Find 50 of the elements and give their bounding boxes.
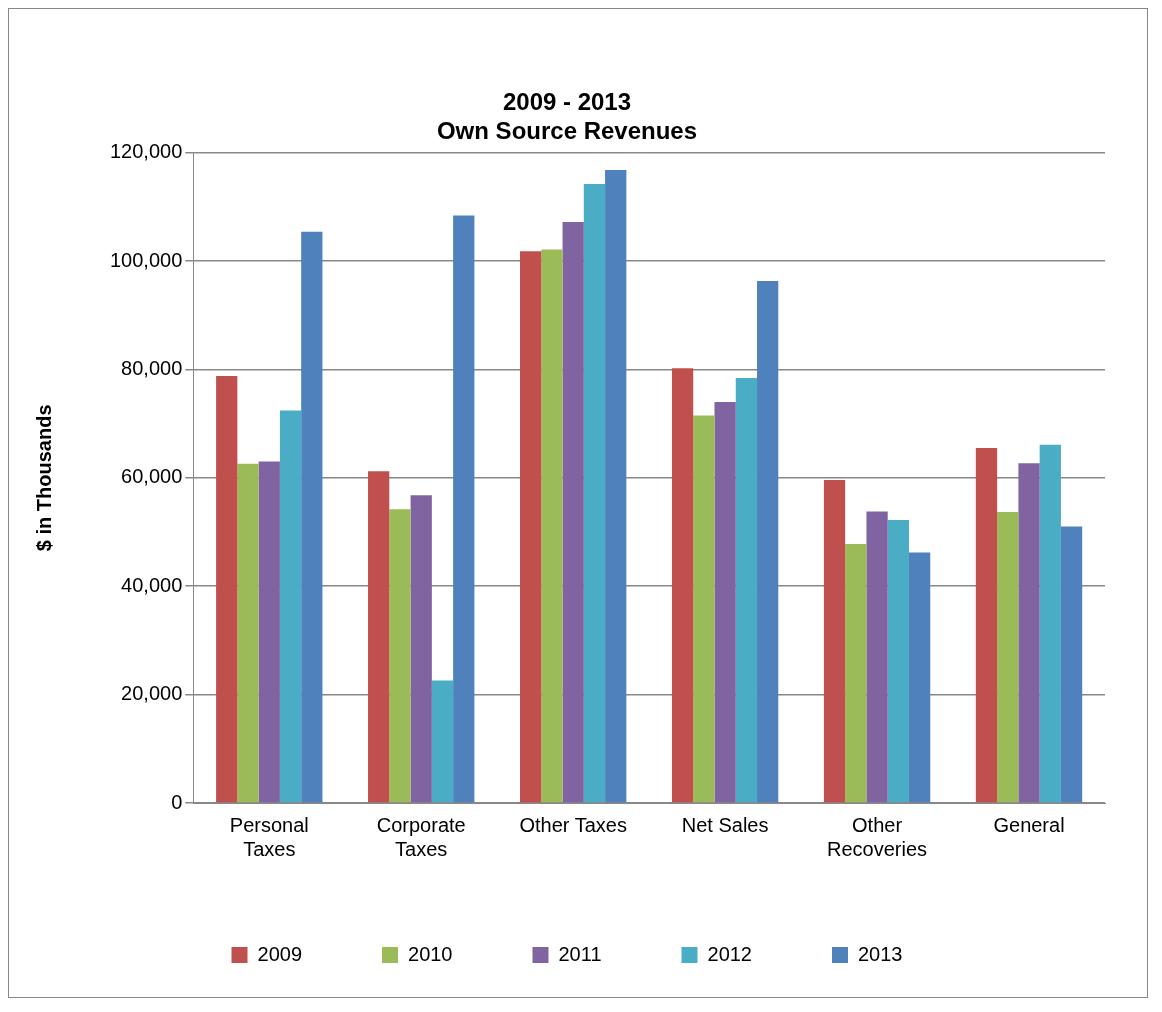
bar	[671, 368, 694, 803]
y-tick-label: 0	[171, 790, 183, 813]
bar	[519, 251, 542, 803]
bar	[389, 509, 411, 803]
bar	[258, 461, 280, 803]
bar	[279, 410, 302, 803]
bar	[583, 184, 606, 803]
bar	[887, 520, 909, 803]
bar	[237, 463, 259, 803]
bar	[845, 543, 867, 803]
y-tick-label: 60,000	[121, 465, 183, 488]
bar	[997, 511, 1019, 803]
bar	[823, 479, 846, 803]
bar	[1018, 463, 1040, 803]
legend-label: 2011	[558, 942, 602, 965]
y-tick-label: 20,000	[121, 682, 183, 705]
bar	[908, 552, 931, 803]
legend-label: 2012	[707, 942, 752, 965]
bar	[301, 231, 323, 803]
x-tick-label: Personal Taxes	[229, 813, 309, 860]
bar	[410, 495, 432, 803]
x-tick-label: General	[993, 813, 1065, 836]
bar	[975, 447, 998, 803]
chart-title: 2009 - 2013 Own Source Revenues	[436, 88, 698, 144]
bar	[541, 249, 563, 803]
bar	[735, 378, 758, 803]
bar	[453, 215, 475, 803]
bar	[216, 375, 238, 803]
legend-label: 2009	[257, 942, 303, 965]
bar	[693, 415, 715, 803]
x-tick-label: Other Taxes	[519, 813, 627, 836]
bar	[1039, 444, 1061, 803]
x-tick-label: Corporate Taxes	[376, 813, 466, 860]
bar	[562, 221, 584, 803]
legend-label: 2013	[858, 942, 903, 965]
bar	[1060, 526, 1083, 803]
bar	[431, 680, 454, 803]
x-tick-label: Net Sales	[681, 813, 769, 836]
legend-label: 2010	[408, 942, 453, 965]
y-tick-label: 120,000	[110, 140, 183, 163]
bar	[757, 281, 779, 803]
y-tick-label: 80,000	[121, 356, 183, 379]
y-axis-title: $ in Thousands	[32, 404, 55, 552]
bar	[866, 511, 888, 803]
y-tick-label: 40,000	[121, 573, 183, 596]
x-tick-label: Other Recoveries	[827, 813, 928, 860]
bar	[605, 169, 627, 803]
y-tick-label: 100,000	[110, 248, 183, 271]
bar	[368, 471, 390, 803]
bar	[714, 401, 736, 803]
